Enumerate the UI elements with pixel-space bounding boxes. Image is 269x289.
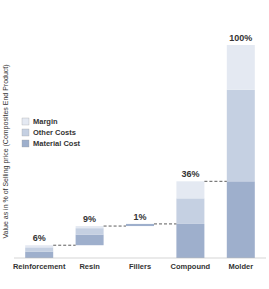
bar-segment [76, 226, 104, 228]
bar-segment [176, 198, 204, 224]
category-label: Resin [79, 262, 100, 271]
data-label: 9% [83, 214, 96, 224]
chart: 6% 9% 1% 36% 100% Reinforcement Resin Fillers Co… [0, 0, 269, 289]
connector [53, 245, 75, 246]
bar-segment [25, 245, 53, 247]
y-axis-label: Value as in % of Selling price (Composit… [2, 64, 10, 238]
legend-swatch [22, 140, 29, 147]
bar-segment [25, 252, 53, 258]
connector [204, 181, 226, 182]
legend-label: Material Cost [33, 139, 81, 148]
bar-segment [227, 45, 255, 90]
bar-segment [76, 235, 104, 246]
bar-segment [76, 228, 104, 234]
data-label: 1% [133, 212, 146, 222]
bars [25, 45, 255, 258]
connector [104, 226, 126, 227]
category-label: Molder [229, 262, 254, 271]
data-label: 100% [229, 33, 252, 43]
baseline [14, 258, 266, 259]
bar-segment [25, 247, 53, 251]
category-label: Reinforcement [13, 262, 66, 271]
bar-segment [227, 181, 255, 258]
bar-segment [176, 224, 204, 258]
data-label: 6% [33, 233, 46, 243]
data-label: 36% [181, 169, 199, 179]
bar-segment [126, 223, 154, 224]
category-label: Fillers [129, 262, 151, 271]
bar-segment [126, 224, 154, 226]
category-label: Compound [171, 262, 211, 271]
bar-segment [227, 90, 255, 182]
bar-segment [176, 181, 204, 198]
legend-label: Other Costs [33, 128, 76, 137]
connector [154, 223, 176, 224]
legend-swatch [22, 129, 29, 136]
legend-label: Margin [33, 117, 58, 126]
bar-segment [126, 223, 154, 224]
legend-swatch [22, 118, 29, 125]
